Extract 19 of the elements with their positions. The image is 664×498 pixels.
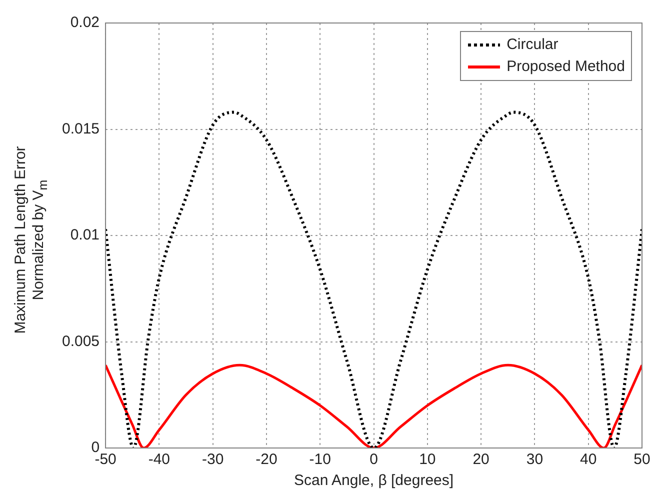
x-tick-label: -40 bbox=[148, 451, 170, 468]
x-tick-label: 30 bbox=[526, 451, 544, 468]
x-tick-label: -30 bbox=[202, 451, 224, 468]
legend-label: Circular bbox=[506, 35, 558, 55]
x-tick-label: 10 bbox=[419, 451, 436, 468]
legend-label: Proposed Method bbox=[506, 57, 625, 77]
x-tick-label: 0 bbox=[370, 451, 378, 468]
x-tick-label: -20 bbox=[256, 451, 278, 468]
x-tick-label: 50 bbox=[634, 451, 650, 468]
y-tick-label: 0.02 bbox=[70, 14, 100, 32]
line-series bbox=[106, 110, 642, 448]
x-tick-label: 40 bbox=[580, 451, 597, 468]
y-tick-label: 0.01 bbox=[70, 226, 100, 244]
x-axis-title: Scan Angle, β [degrees] bbox=[294, 472, 454, 490]
x-tick-label: -10 bbox=[309, 451, 331, 468]
y-tick-label: 0.005 bbox=[62, 332, 100, 350]
line-series bbox=[106, 364, 642, 448]
x-tick-label: 20 bbox=[472, 451, 490, 468]
y-tick-label: 0.015 bbox=[62, 120, 100, 138]
